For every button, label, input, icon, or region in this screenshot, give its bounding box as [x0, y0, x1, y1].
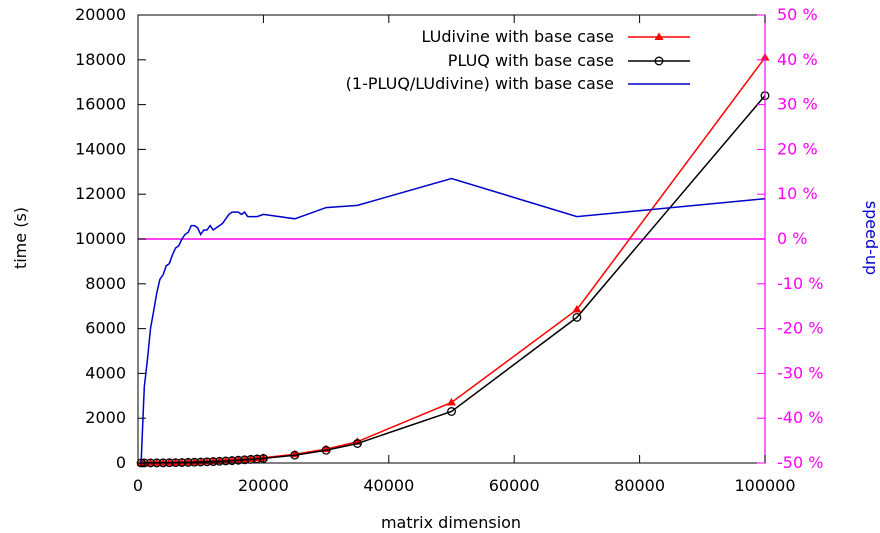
legend-label: PLUQ with base case — [448, 51, 614, 70]
legend-label: (1-PLUQ/LUdivine) with base case — [346, 74, 614, 93]
legend-entry-ludivine: LUdivine with base case — [422, 27, 690, 46]
y2-tick-label: 40 % — [777, 50, 818, 69]
x-tick-label: 60000 — [489, 476, 540, 495]
y2-tick-label: -20 % — [777, 319, 823, 338]
legend-entry-speedup: (1-PLUQ/LUdivine) with base case — [346, 74, 690, 93]
data-point-pluq — [215, 456, 224, 466]
data-point-pluq — [290, 450, 300, 460]
y2-tick-label: 20 % — [777, 139, 818, 158]
legend-entry-pluq: PLUQ with base case — [448, 51, 690, 70]
y-tick-label: 0 — [116, 453, 126, 472]
data-point-pluq — [183, 457, 193, 467]
y-tick-label: 10000 — [75, 229, 126, 248]
data-point-pluq — [240, 455, 250, 465]
x-axis-label: matrix dimension — [381, 513, 521, 532]
y2-tick-label: -30 % — [777, 363, 823, 382]
data-point-ludivine — [447, 398, 456, 406]
y-tick-label: 16000 — [75, 95, 126, 114]
data-point-pluq — [353, 439, 362, 448]
y-tick-label: 2000 — [85, 408, 126, 427]
x-tick-label: 80000 — [614, 476, 665, 495]
data-point-pluq — [227, 456, 237, 466]
data-point-pluq — [189, 457, 199, 467]
x-tick-label: 40000 — [363, 476, 414, 495]
y2-tick-label: -10 % — [777, 274, 823, 293]
legend-marker — [654, 56, 664, 66]
data-point-pluq — [202, 457, 212, 467]
y2-tick-label: 50 % — [777, 5, 818, 24]
y-tick-label: 4000 — [85, 363, 126, 382]
legend: LUdivine with base case PLUQ with base ca… — [346, 27, 690, 93]
data-point-pluq — [321, 445, 331, 455]
y2-tick-label: 30 % — [777, 95, 818, 114]
y-tick-label: 20000 — [75, 5, 126, 24]
data-point-pluq — [572, 312, 582, 322]
x-tick-label: 0 — [133, 476, 143, 495]
y-tick-label: 6000 — [85, 319, 126, 338]
y2-axis-label: speed-up — [862, 201, 880, 275]
y-tick-label: 14000 — [75, 139, 126, 158]
y2-tick-label: -50 % — [777, 453, 823, 472]
y-tick-label: 8000 — [85, 274, 126, 293]
y-tick-label: 12000 — [75, 184, 126, 203]
data-point-ludivine — [572, 305, 582, 313]
y2-tick-label: 0 % — [777, 229, 807, 248]
x-tick-label: 100000 — [734, 476, 795, 495]
series-ludivine — [136, 53, 770, 466]
y2-tick-label: 10 % — [777, 184, 818, 203]
y2-tick-label: -40 % — [777, 408, 823, 427]
y-tick-label: 18000 — [75, 50, 126, 69]
series-line-speedup — [140, 177, 766, 464]
legend-marker — [654, 32, 664, 40]
data-point-pluq — [196, 457, 206, 467]
data-point-pluq — [208, 457, 218, 466]
y-axis-label: time (s) — [11, 207, 30, 269]
series-speedup — [140, 177, 766, 464]
x-tick-label: 20000 — [238, 476, 289, 495]
legend-label: LUdivine with base case — [422, 27, 614, 46]
series-pluq — [136, 91, 770, 468]
data-point-pluq — [447, 407, 456, 416]
data-point-pluq — [233, 455, 243, 465]
data-point-pluq — [221, 456, 231, 466]
